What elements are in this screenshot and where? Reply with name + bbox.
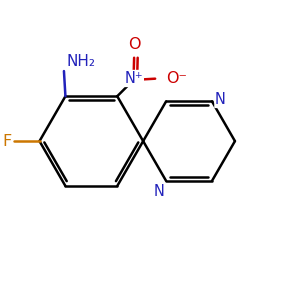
Text: O⁻: O⁻ [166, 71, 187, 86]
Text: N: N [154, 184, 165, 199]
Text: NH₂: NH₂ [67, 54, 96, 69]
Text: F: F [3, 134, 12, 148]
Text: N: N [215, 92, 226, 107]
Text: N⁺: N⁺ [124, 71, 143, 86]
Text: O: O [128, 38, 140, 52]
